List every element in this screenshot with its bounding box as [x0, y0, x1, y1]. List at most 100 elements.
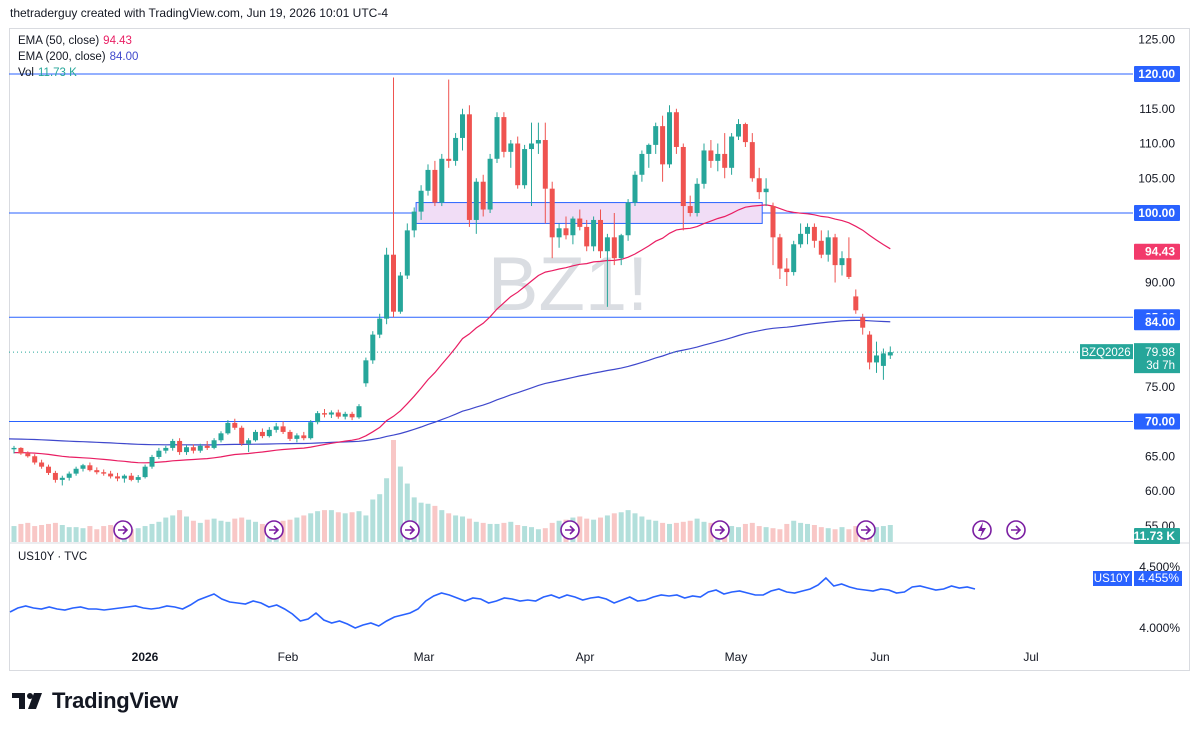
- candle[interactable]: [549, 181, 555, 259]
- candle[interactable]: [308, 420, 314, 440]
- candle[interactable]: [715, 143, 721, 172]
- candle[interactable]: [660, 115, 666, 182]
- candle[interactable]: [646, 143, 652, 168]
- candle[interactable]: [460, 108, 465, 151]
- candle[interactable]: [763, 178, 769, 207]
- candle[interactable]: [860, 313, 866, 335]
- candle[interactable]: [466, 105, 472, 227]
- candle[interactable]: [39, 459, 45, 469]
- candle[interactable]: [128, 472, 134, 482]
- candle[interactable]: [25, 451, 31, 458]
- candle[interactable]: [805, 223, 810, 245]
- candle[interactable]: [591, 216, 597, 252]
- candle[interactable]: [729, 133, 735, 175]
- lightning-event-icon[interactable]: [972, 520, 992, 540]
- candle[interactable]: [867, 331, 873, 370]
- candle[interactable]: [294, 433, 300, 443]
- price-badge-level[interactable]: 100.00: [1134, 205, 1180, 221]
- candle[interactable]: [287, 429, 293, 441]
- candle[interactable]: [874, 341, 879, 373]
- candle[interactable]: [742, 122, 748, 147]
- candle[interactable]: [508, 140, 514, 168]
- candle[interactable]: [184, 445, 189, 455]
- price-badge-vol[interactable]: 11.73 K: [1134, 528, 1180, 544]
- candle[interactable]: [246, 438, 252, 453]
- candle[interactable]: [411, 207, 417, 238]
- legend-volume[interactable]: Vol 11.73 K: [18, 67, 77, 79]
- candle[interactable]: [535, 122, 541, 154]
- candle[interactable]: [611, 213, 617, 266]
- candle[interactable]: [777, 233, 783, 280]
- candle[interactable]: [177, 438, 183, 455]
- candle[interactable]: [501, 112, 507, 158]
- candle[interactable]: [425, 164, 431, 196]
- price-badge-ema50[interactable]: 94.43: [1134, 243, 1180, 260]
- candle[interactable]: [563, 216, 569, 240]
- candle[interactable]: [32, 454, 38, 465]
- candle[interactable]: [356, 404, 362, 419]
- candle[interactable]: [108, 470, 114, 479]
- candle[interactable]: [225, 420, 231, 435]
- legend-ema50[interactable]: EMA (50, close) 94.43: [18, 35, 132, 47]
- candle[interactable]: [259, 428, 265, 439]
- candle[interactable]: [280, 421, 286, 435]
- candle[interactable]: [515, 136, 521, 189]
- us10y-line[interactable]: [9, 576, 976, 629]
- candle[interactable]: [142, 464, 148, 479]
- candle[interactable]: [673, 108, 679, 154]
- candle[interactable]: [218, 431, 224, 443]
- candle[interactable]: [598, 209, 603, 259]
- candle[interactable]: [239, 425, 245, 446]
- dividend-event-icon[interactable]: [1006, 520, 1026, 540]
- candle[interactable]: [266, 427, 272, 438]
- candle[interactable]: [701, 143, 707, 189]
- candle[interactable]: [349, 411, 355, 421]
- ema50-line[interactable]: [14, 204, 891, 464]
- candle[interactable]: [439, 153, 445, 207]
- candle[interactable]: [811, 223, 817, 248]
- dividend-event-icon[interactable]: [856, 520, 876, 540]
- dividend-event-icon[interactable]: [710, 520, 730, 540]
- candle[interactable]: [384, 247, 390, 325]
- candle[interactable]: [404, 223, 410, 280]
- candle[interactable]: [667, 105, 672, 168]
- candle[interactable]: [756, 167, 762, 200]
- candle[interactable]: [570, 216, 576, 245]
- candle[interactable]: [770, 202, 776, 266]
- candle[interactable]: [46, 464, 51, 476]
- candle[interactable]: [149, 454, 155, 469]
- candle[interactable]: [432, 160, 438, 207]
- candle[interactable]: [377, 313, 383, 339]
- candle[interactable]: [315, 411, 321, 425]
- candle[interactable]: [197, 443, 203, 453]
- candle[interactable]: [328, 410, 334, 419]
- candle[interactable]: [687, 195, 693, 217]
- candle[interactable]: [170, 438, 176, 451]
- dividend-event-icon[interactable]: [560, 520, 580, 540]
- price-badge-level[interactable]: 120.00: [1134, 66, 1180, 82]
- candle[interactable]: [253, 429, 258, 442]
- candle[interactable]: [618, 233, 624, 266]
- candle[interactable]: [832, 233, 838, 283]
- candle[interactable]: [791, 240, 797, 276]
- candle[interactable]: [94, 467, 100, 475]
- candle[interactable]: [52, 470, 58, 483]
- dividend-event-icon[interactable]: [400, 520, 420, 540]
- candle[interactable]: [784, 258, 790, 286]
- candle[interactable]: [87, 462, 93, 472]
- candle[interactable]: [391, 77, 396, 318]
- candle[interactable]: [101, 469, 107, 476]
- ema200-line[interactable]: [8, 319, 891, 446]
- candle[interactable]: [135, 475, 141, 483]
- candle[interactable]: [73, 466, 79, 476]
- candle[interactable]: [370, 331, 376, 364]
- legend-ema200[interactable]: EMA (200, close) 84.00: [18, 51, 138, 63]
- candle[interactable]: [542, 122, 548, 224]
- candle[interactable]: [59, 475, 65, 486]
- candle[interactable]: [322, 408, 327, 418]
- candle[interactable]: [880, 348, 886, 380]
- candle[interactable]: [473, 178, 479, 234]
- candle[interactable]: [211, 438, 217, 450]
- candle[interactable]: [115, 472, 120, 482]
